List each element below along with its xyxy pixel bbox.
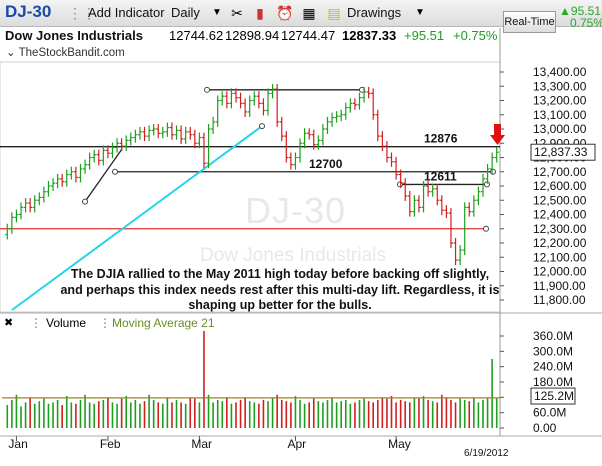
volume-last-tag: 125.2M (534, 389, 574, 403)
price-tick-label: 12,100.00 (533, 250, 587, 264)
volume-tick-label: 0.00 (533, 421, 557, 435)
anchor-handle[interactable] (259, 123, 265, 130)
last-price-tag: 12,837.33 (534, 145, 588, 159)
drawings-chevron-icon[interactable]: ▼ (415, 7, 425, 18)
level-label-12876: 12876 (424, 132, 458, 146)
price-tick-label: 13,000.00 (533, 122, 587, 136)
anchor-handle[interactable] (82, 198, 88, 205)
mini-change: 95.51 (570, 4, 601, 18)
price-tick-label: 12,200.00 (533, 236, 587, 250)
volume-last-tag-box (530, 387, 576, 405)
anchor-handle[interactable] (490, 168, 496, 175)
note-icon[interactable]: ▤ (327, 5, 341, 21)
price-tick-label: 13,100.00 (533, 108, 587, 122)
close-panel-icon[interactable]: ✖ (4, 317, 14, 329)
trendline-cyan[interactable] (11, 125, 263, 311)
collapse-icon[interactable]: ⌄ (6, 47, 16, 59)
price-tick-label: 12,700.00 (533, 165, 587, 179)
price-tick-label: 12,300.00 (533, 222, 587, 236)
date-tick-label: Feb (100, 437, 121, 451)
ticker-last: 12837.33 (342, 28, 397, 43)
volume-tick-label: 360.0M (533, 329, 573, 343)
mini-quote: ▲95.51 0.75% (559, 5, 602, 29)
grip-icon-3: ⋮ (99, 316, 111, 330)
red-arrow-icon (490, 124, 505, 145)
grip-icon-2: ⋮ (30, 316, 42, 330)
watermark-symbol: DJ-30 (245, 190, 347, 231)
annotation-text: The DJIA rallied to the May 2011 high to… (60, 267, 500, 312)
ticker-high: 12898.94 (225, 28, 280, 43)
drawings-button[interactable]: Drawings (347, 5, 402, 20)
price-tick-label: 13,400.00 (533, 65, 587, 79)
toolbar: DJ-30 ⋮⋮ Add Indicator Daily ▼ ✂ ▮ ⏰ ▦ ▤… (0, 0, 602, 27)
volume-tick-label: 180.0M (533, 375, 573, 389)
price-tick-label: 12,000.00 (533, 265, 587, 279)
level-label-12611: 12611 (424, 169, 457, 183)
volume-tick-label: 240.0M (533, 360, 573, 374)
date-tick-label: Jan (8, 437, 27, 451)
ticker-row: Dow Jones Industrials 12744.62 12898.94 … (0, 27, 500, 44)
calendar-icon[interactable]: ▦ (302, 5, 316, 21)
price-tick-label: 12,500.00 (533, 193, 587, 207)
level-label-12700: 12700 (309, 157, 343, 171)
add-indicator-button[interactable]: Add Indicator (88, 5, 165, 20)
date-tick-label: Apr (287, 437, 306, 451)
period-select[interactable]: Daily (171, 5, 200, 20)
ticker-low: 12744.47 (281, 28, 336, 43)
volume-tick-label: 60.0M (533, 406, 566, 420)
alarm-icon[interactable]: ⏰ (276, 5, 294, 21)
price-tick-label: 11,900.00 (533, 279, 586, 293)
up-arrow-icon: ▲ (559, 4, 571, 18)
anchor-handle[interactable] (204, 86, 210, 93)
source-label: ⌄ TheStockBandit.com (6, 45, 125, 59)
watermark-name: Dow Jones Industrials (200, 245, 386, 266)
anchor-handle[interactable] (112, 168, 118, 175)
price-tick-label: 13,200.00 (533, 94, 587, 108)
volume-tick-label: 300.0M (533, 344, 573, 358)
price-tick-label: 11,800.00 (533, 293, 586, 307)
ticker-open: 12744.62 (169, 28, 224, 43)
date-tick-label: Mar (191, 437, 212, 451)
date-label: 6/19/2012 (464, 448, 509, 459)
price-tick-label: 12,600.00 (533, 179, 587, 193)
chevron-down-icon[interactable]: ▼ (212, 7, 222, 18)
anchor-handle[interactable] (483, 225, 489, 232)
ticker-change: +95.51 (404, 28, 445, 43)
realtime-button[interactable]: Real-Time (503, 11, 556, 33)
settings-icon[interactable]: ✂ (231, 5, 243, 21)
trendline-short[interactable] (84, 148, 123, 203)
price-tick-label: 12,400.00 (533, 208, 587, 222)
ticker-name: Dow Jones Industrials (5, 28, 143, 43)
mini-pct: 0.75% (570, 16, 602, 30)
source-text: TheStockBandit.com (18, 47, 125, 59)
symbol-title[interactable]: DJ-30 (5, 2, 52, 21)
last-price-tag-box (530, 143, 596, 161)
price-tick-label: 13,300.00 (533, 79, 587, 93)
volume-title: Volume (46, 316, 87, 330)
date-tick-label: May (388, 437, 411, 451)
ticker-pct: +0.75% (453, 28, 498, 43)
volume-ma-label: Moving Average 21 (112, 316, 215, 330)
bar-chart-icon[interactable]: ▮ (256, 5, 264, 21)
